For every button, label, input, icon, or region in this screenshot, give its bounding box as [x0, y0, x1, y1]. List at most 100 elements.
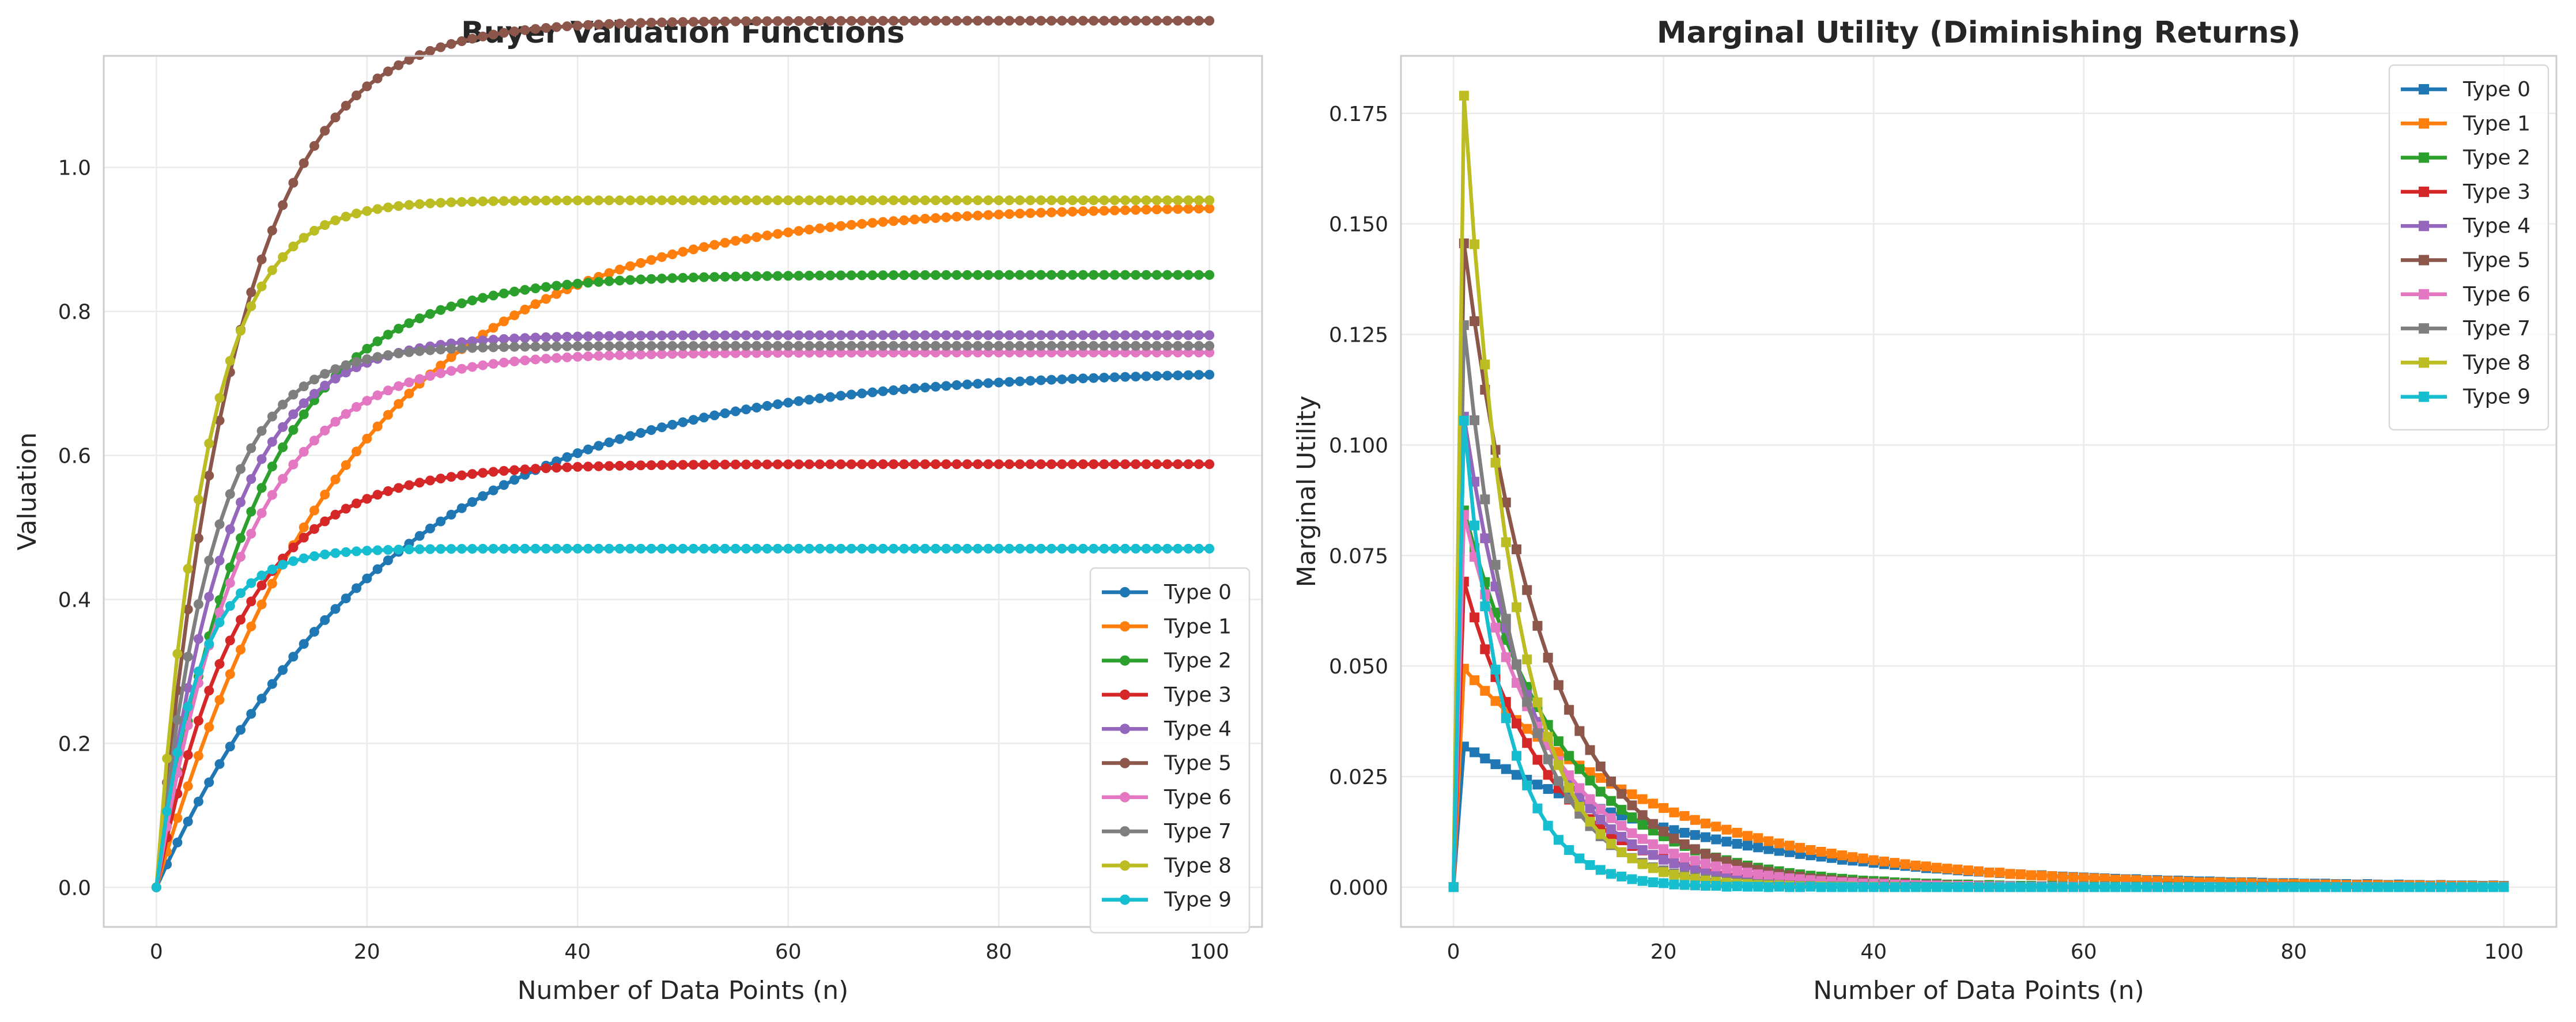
data-point: [1659, 826, 1669, 836]
data-point: [583, 195, 594, 206]
data-point: [1553, 760, 1563, 770]
data-point: [1173, 330, 1183, 340]
data-point: [204, 722, 214, 732]
data-point: [1701, 832, 1711, 842]
data-point: [1089, 206, 1099, 216]
data-point: [1669, 833, 1679, 843]
legend-swatch-marker: [1120, 655, 1130, 666]
data-point: [1120, 205, 1130, 215]
data-point: [931, 213, 941, 224]
data-point: [1659, 854, 1669, 865]
data-point: [846, 347, 856, 358]
data-point: [1470, 239, 1480, 249]
data-point: [594, 331, 604, 341]
data-point: [372, 545, 383, 555]
data-point: [1204, 16, 1215, 26]
data-point: [604, 543, 614, 554]
data-point: [530, 342, 541, 352]
data-point: [962, 211, 972, 221]
data-point: [1532, 697, 1543, 707]
data-point: [815, 330, 825, 340]
data-point: [699, 460, 709, 470]
legend-swatch-marker: [2419, 255, 2429, 266]
data-point: [804, 347, 814, 358]
legend-item: Type 5: [2401, 249, 2530, 272]
data-point: [1036, 375, 1046, 385]
data-point: [225, 669, 235, 679]
data-point: [236, 464, 246, 474]
data-point: [909, 330, 920, 340]
data-point: [1470, 415, 1480, 425]
data-point: [309, 505, 319, 516]
data-point: [1078, 16, 1088, 26]
data-point: [562, 341, 572, 351]
data-point: [425, 198, 435, 209]
data-point: [709, 272, 720, 282]
data-point: [1204, 203, 1215, 214]
data-point: [2194, 882, 2204, 892]
data-point: [709, 340, 720, 351]
data-point: [983, 330, 994, 340]
data-point: [931, 16, 941, 26]
data-point: [699, 340, 709, 351]
data-point: [794, 330, 804, 340]
data-point: [425, 523, 435, 533]
data-point: [1952, 864, 1963, 875]
data-point: [762, 340, 772, 351]
data-point: [1512, 602, 1521, 612]
data-point: [1141, 195, 1151, 206]
data-point: [667, 419, 678, 430]
data-point: [1459, 415, 1469, 426]
data-point: [278, 474, 288, 484]
data-point: [1753, 881, 1763, 892]
data-point: [1585, 767, 1595, 777]
data-point: [330, 417, 341, 427]
data-point: [1193, 203, 1204, 214]
x-tick-label: 20: [354, 940, 380, 964]
data-point: [372, 421, 383, 431]
legend-label: Type 7: [1164, 820, 1232, 843]
data-point: [720, 348, 730, 358]
legend-label: Type 1: [1164, 615, 1232, 638]
data-point: [2205, 882, 2215, 892]
data-point: [1637, 859, 1648, 869]
data-point: [1984, 882, 1995, 892]
data-point: [1193, 195, 1204, 206]
data-point: [604, 19, 614, 29]
data-point: [1963, 865, 1973, 876]
data-point: [562, 462, 572, 472]
data-point: [193, 716, 203, 726]
data-point: [667, 249, 678, 260]
data-point: [762, 271, 772, 281]
data-point: [846, 389, 856, 400]
data-point: [1784, 841, 1795, 851]
data-point: [1036, 207, 1046, 218]
data-point: [1501, 614, 1511, 624]
data-point: [2215, 882, 2226, 892]
data-point: [1543, 732, 1553, 742]
data-point: [1711, 881, 1721, 891]
data-point: [2425, 882, 2435, 892]
data-point: [288, 425, 299, 435]
legend-swatch-marker: [1120, 860, 1130, 871]
data-point: [299, 639, 309, 649]
data-point: [1470, 316, 1480, 327]
data-point: [1173, 459, 1183, 470]
data-point: [667, 195, 678, 206]
data-point: [1606, 824, 1616, 834]
data-point: [1131, 459, 1141, 470]
data-point: [1627, 812, 1637, 823]
data-point: [541, 341, 551, 351]
data-point: [172, 649, 183, 659]
data-point: [678, 195, 688, 206]
data-point: [552, 289, 562, 299]
data-point: [804, 543, 814, 554]
data-point: [1701, 818, 1711, 828]
data-point: [2026, 882, 2037, 892]
data-point: [236, 497, 246, 508]
data-point: [583, 20, 594, 30]
data-point: [478, 31, 488, 41]
data-point: [867, 16, 878, 26]
data-point: [1512, 659, 1521, 669]
